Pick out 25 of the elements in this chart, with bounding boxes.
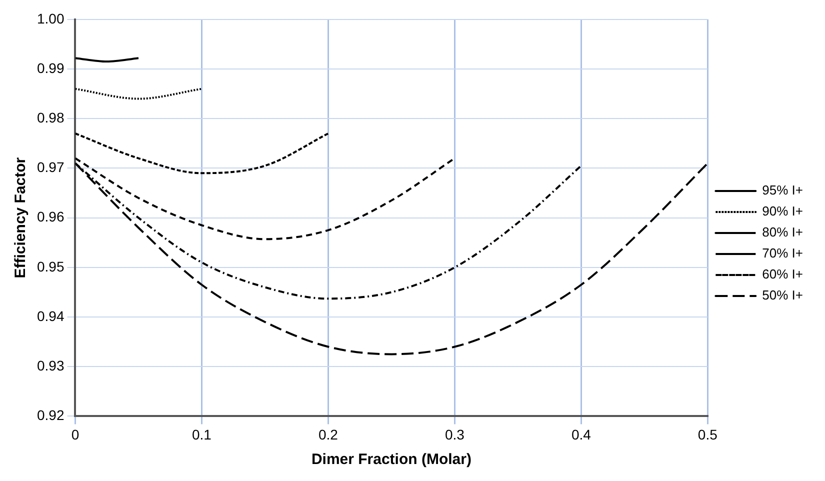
x-tick-label: 0.1: [192, 426, 212, 442]
y-tick-label: 1.00: [37, 10, 64, 26]
legend-label: 50% I+: [762, 288, 804, 303]
y-tick-label: 0.99: [37, 60, 64, 76]
y-axis-title: Efficiency Factor: [12, 157, 30, 278]
legend-label: 95% I+: [762, 182, 804, 198]
legend-label: 90% I+: [762, 204, 804, 219]
legend-label: 80% I+: [762, 224, 804, 240]
y-tick-label: 0.95: [37, 258, 64, 274]
x-tick-label: 0.3: [444, 426, 465, 442]
x-tick-label: 0: [71, 426, 80, 442]
x-tick-label: 0.2: [318, 426, 338, 442]
y-tick-label: 0.98: [37, 109, 64, 126]
x-tick-label: 0.5: [698, 426, 718, 442]
line-series: [75, 157, 456, 240]
y-tick-label: 0.94: [37, 308, 64, 324]
legend-label: 60% I+: [762, 266, 804, 282]
x-axis-title: Dimer Fraction (Molar): [311, 451, 472, 468]
y-tick-label: 0.97: [37, 159, 64, 176]
line-series: [75, 132, 330, 174]
y-tick-label: 0.93: [37, 357, 64, 374]
legend-label: 70% I+: [762, 246, 804, 261]
y-tick-label: 0.96: [37, 208, 64, 225]
y-tick-label: 0.92: [37, 407, 64, 424]
x-tick-label: 0.4: [571, 426, 592, 442]
